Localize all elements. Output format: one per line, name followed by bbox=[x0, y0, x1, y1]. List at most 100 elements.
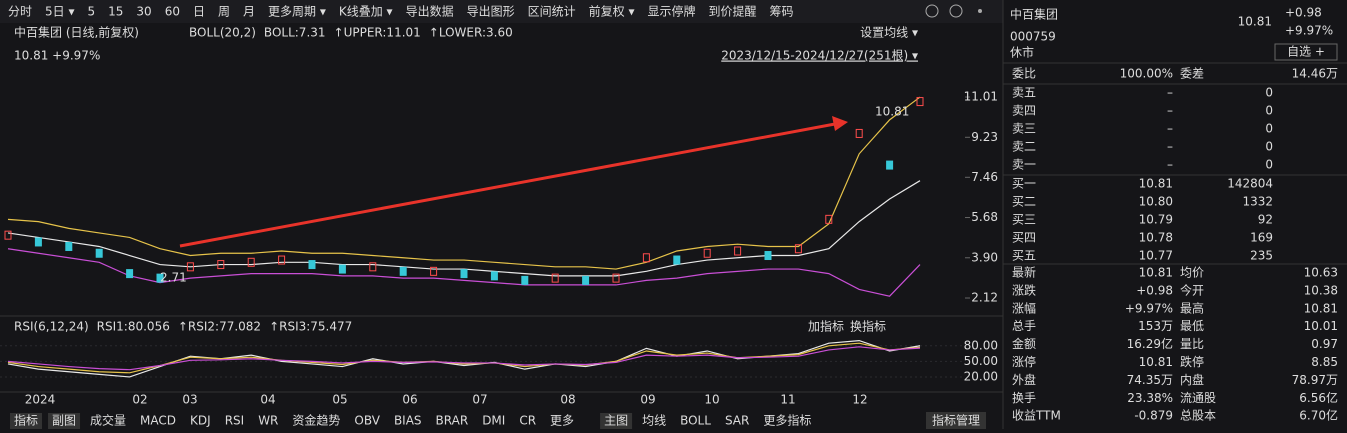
candle bbox=[278, 255, 286, 265]
toolbar-item[interactable]: 筹码 bbox=[770, 5, 794, 19]
quote-cell: – bbox=[1167, 158, 1173, 172]
quote-cell: 10.80 bbox=[1139, 195, 1173, 209]
toolbar-item[interactable]: 分时 bbox=[8, 5, 32, 19]
candle bbox=[886, 160, 894, 170]
indicator-tab[interactable]: BOLL bbox=[680, 414, 711, 428]
indicator-tab[interactable]: MACD bbox=[140, 414, 176, 428]
toolbar-item[interactable]: 显示停牌 bbox=[647, 4, 695, 19]
candle bbox=[308, 260, 316, 270]
quote-cell: 235 bbox=[1250, 249, 1273, 263]
indicator-tab[interactable]: 副图 bbox=[52, 414, 76, 428]
icon[interactable] bbox=[978, 9, 982, 13]
indicator-button[interactable]: 加指标 bbox=[808, 319, 844, 334]
toolbar-item[interactable]: 更多周期 ▾ bbox=[268, 5, 326, 19]
indicator-tab[interactable]: WR bbox=[258, 414, 278, 428]
icon[interactable] bbox=[925, 4, 939, 18]
candle bbox=[490, 271, 498, 281]
quote-cell: 0 bbox=[1265, 158, 1273, 172]
month-label: 12 bbox=[852, 393, 867, 407]
indicator-tab[interactable]: DMI bbox=[482, 414, 505, 428]
candle bbox=[186, 262, 194, 272]
candle bbox=[95, 248, 103, 258]
rsi-name: RSI(6,12,24) bbox=[14, 320, 89, 334]
quote-cell: 量比 bbox=[1180, 337, 1204, 351]
indicator-button[interactable]: 换指标 bbox=[850, 319, 886, 334]
quote-cell: 6.70亿 bbox=[1299, 408, 1338, 423]
toolbar-item[interactable]: 15 bbox=[108, 5, 123, 19]
quote-cell: 最低 bbox=[1180, 319, 1204, 333]
toolbar-item[interactable]: 日 bbox=[193, 5, 205, 19]
indicator-tab[interactable]: SAR bbox=[725, 414, 749, 428]
last-price: 10.81 +9.97% bbox=[14, 49, 100, 63]
indicator-tab[interactable]: 均线 bbox=[642, 414, 666, 428]
quote-cell: 78.97万 bbox=[1292, 373, 1338, 387]
toolbar-item[interactable]: 5日 ▾ bbox=[45, 5, 74, 19]
toolbar-item[interactable]: K线叠加 ▾ bbox=[339, 5, 393, 19]
candle bbox=[126, 269, 134, 279]
quote-cell: 1332 bbox=[1242, 195, 1273, 209]
y-tick-label: 2.12 bbox=[971, 291, 998, 305]
watch-bg[interactable] bbox=[1274, 43, 1338, 61]
tab-bg bbox=[10, 413, 43, 429]
toolbar-item[interactable]: 导出图形 bbox=[467, 5, 515, 19]
indicator-tab[interactable]: BRAR bbox=[436, 414, 469, 428]
y-tick-label: 9.23 bbox=[971, 130, 998, 144]
change-pct: +9.97% bbox=[1285, 24, 1333, 38]
quote-cell: – bbox=[1167, 122, 1173, 136]
month-label: 04 bbox=[260, 393, 275, 407]
quote-cell: 153万 bbox=[1138, 319, 1173, 333]
indicator-tab[interactable]: 指标 bbox=[14, 413, 38, 428]
toolbar-item[interactable]: 前复权 ▾ bbox=[589, 4, 635, 19]
manage-button[interactable]: 指标管理 bbox=[932, 413, 980, 428]
quote-cell: 10.63 bbox=[1304, 266, 1338, 280]
indicator-tab[interactable]: KDJ bbox=[190, 414, 211, 428]
quote-cell: 8.85 bbox=[1311, 355, 1338, 369]
indicator-tab[interactable]: BIAS bbox=[394, 414, 422, 428]
indicator-tab[interactable]: 主图 bbox=[604, 414, 628, 428]
month-label: 02 bbox=[132, 393, 147, 407]
indicator-tab[interactable]: 成交量 bbox=[90, 413, 126, 428]
quote-cell: 均价 bbox=[1180, 266, 1204, 280]
month-label: 10 bbox=[704, 393, 719, 407]
quote-cell: 换手 bbox=[1012, 391, 1036, 405]
quote-cell: 92 bbox=[1258, 213, 1273, 227]
indicator-tab[interactable]: RSI bbox=[225, 414, 245, 428]
quote-cell: 卖一 bbox=[1012, 158, 1036, 172]
toolbar-item[interactable]: 区间统计 bbox=[528, 5, 576, 19]
quote-cell: 169 bbox=[1250, 231, 1273, 245]
toolbar-item[interactable]: 月 bbox=[243, 5, 255, 19]
toolbar-item[interactable]: 60 bbox=[165, 5, 180, 19]
quote-cell: 最新 bbox=[1012, 265, 1036, 280]
toolbar-item[interactable]: 5 bbox=[88, 5, 96, 19]
month-label: 2024 bbox=[25, 393, 56, 407]
toolbar-item[interactable]: 周 bbox=[218, 5, 230, 19]
candle bbox=[794, 244, 802, 254]
toolbar-item[interactable]: 到价提醒 bbox=[709, 4, 757, 19]
quote-cell: 收益TTM bbox=[1012, 409, 1061, 423]
indicator-value: BOLL:7.31 bbox=[264, 26, 326, 40]
quote-cell: 10.01 bbox=[1304, 319, 1338, 333]
indicator-tab[interactable]: 更多指标 bbox=[763, 413, 811, 428]
quote-cell: 买三 bbox=[1012, 213, 1036, 227]
toolbar-item[interactable]: 30 bbox=[136, 5, 151, 19]
set-ma[interactable]: 设置均线 ▾ bbox=[860, 26, 918, 40]
toolbar-item[interactable]: 导出数据 bbox=[406, 4, 454, 19]
quote-cell: 0 bbox=[1265, 140, 1273, 154]
indicator-tab[interactable]: OBV bbox=[354, 414, 380, 428]
candle bbox=[825, 214, 833, 224]
button-bg bbox=[926, 412, 987, 429]
icon[interactable] bbox=[949, 4, 963, 18]
candle bbox=[247, 257, 255, 267]
candle bbox=[460, 269, 468, 279]
y-tick-label: 50.00 bbox=[964, 354, 998, 368]
quote-cell: 买一 bbox=[1012, 177, 1036, 191]
indicator-tab[interactable]: CR bbox=[519, 414, 536, 428]
watch-button[interactable]: 自选 + bbox=[1287, 45, 1325, 59]
quote-cell: +0.98 bbox=[1136, 283, 1173, 297]
arrow-head bbox=[832, 116, 848, 131]
indicator-tab[interactable]: 更多 bbox=[550, 414, 574, 428]
quote-cell: 买二 bbox=[1012, 195, 1036, 209]
indicator-tab[interactable]: 资金趋势 bbox=[292, 413, 340, 428]
